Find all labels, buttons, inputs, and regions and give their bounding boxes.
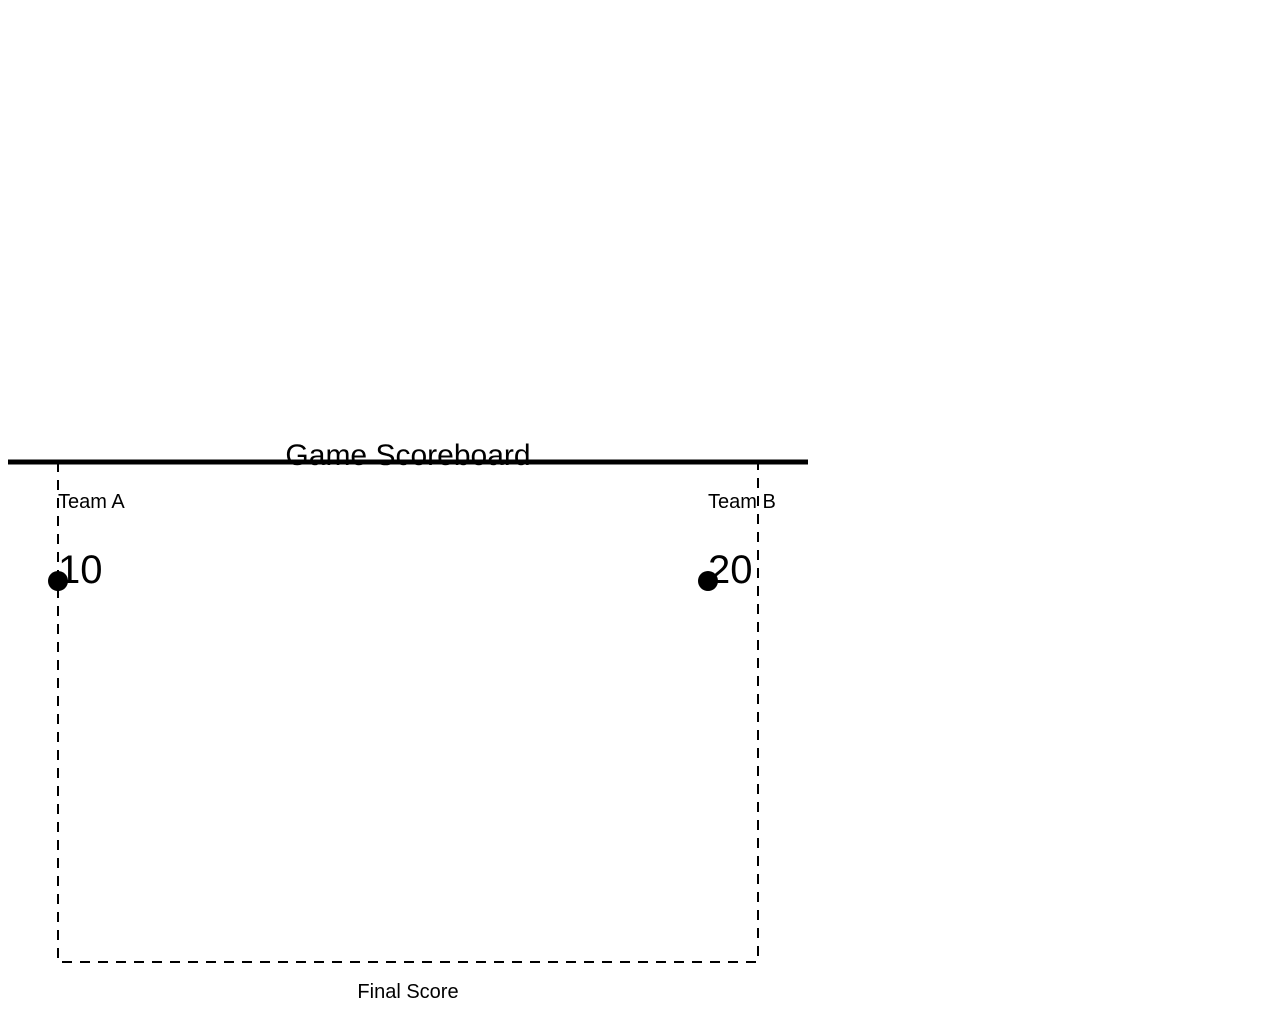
team-a-marker [48,571,68,591]
scoreboard-title: Game Scoreboard [285,439,530,472]
team-b-score: 20 [708,548,753,592]
score-frame [57,462,759,963]
team-a-score: 10 [58,548,103,592]
final-score-caption: Final Score [357,981,458,1003]
team-b-label: Team B [708,491,776,513]
team-b-marker [698,571,718,591]
team-a-label: Team A [58,491,125,513]
